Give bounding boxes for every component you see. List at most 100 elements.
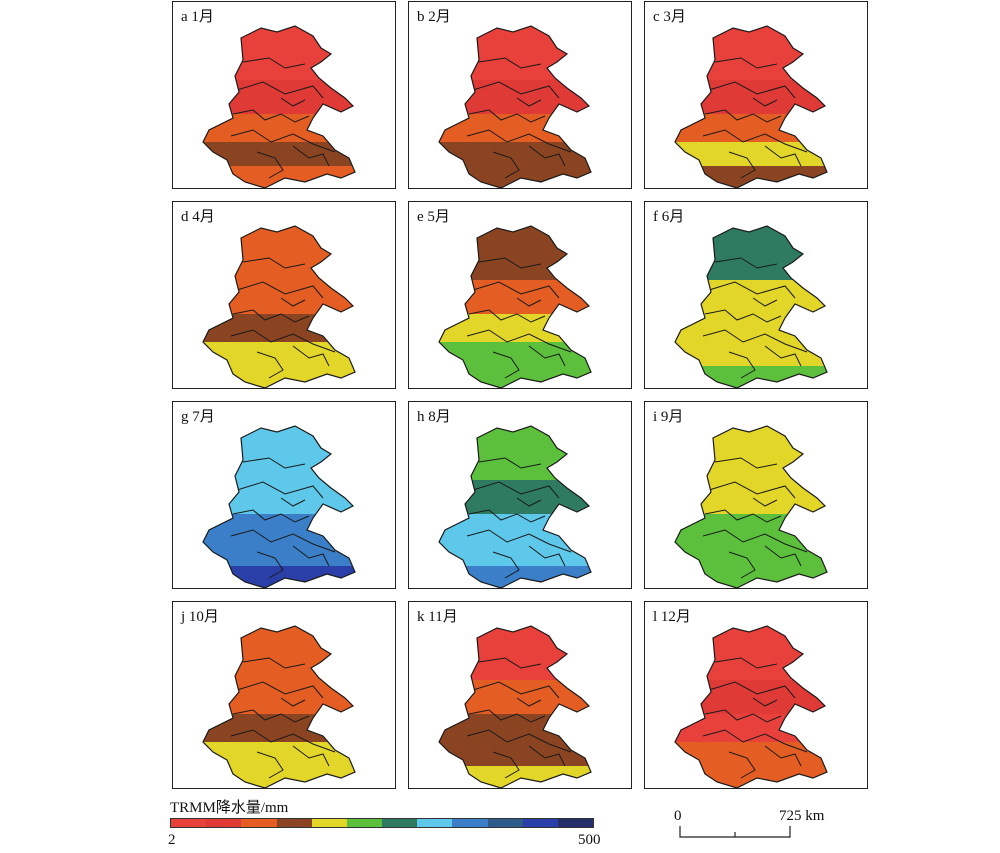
- region-outline: [438, 625, 592, 789]
- region-outline: [438, 25, 592, 189]
- province-border: [704, 309, 782, 323]
- region-outline: [674, 425, 828, 589]
- province-border: [256, 551, 284, 579]
- province-border: [466, 329, 572, 353]
- province-border: [280, 97, 306, 107]
- map-panel-f: f 6月: [644, 201, 868, 389]
- precip-map: [202, 625, 356, 789]
- province-border: [492, 151, 520, 179]
- precip-zone: [675, 542, 827, 566]
- province-border: [708, 681, 796, 699]
- precip-map: [438, 625, 592, 789]
- precip-zone: [203, 742, 355, 766]
- province-border: [752, 497, 778, 507]
- province-border: [242, 57, 306, 69]
- province-border: [230, 129, 336, 153]
- precip-zone: [203, 342, 355, 366]
- map-panel-k: k 11月: [408, 601, 632, 789]
- map-panel-b: b 2月: [408, 1, 632, 189]
- province-border: [468, 709, 546, 723]
- province-border: [292, 745, 330, 767]
- province-border: [468, 109, 546, 123]
- region-outline: [202, 625, 356, 789]
- panel-label: f 6月: [653, 209, 685, 225]
- province-border: [280, 697, 306, 707]
- precip-zone: [203, 226, 355, 280]
- province-border: [516, 97, 542, 107]
- map-panel-j: j 10月: [172, 601, 396, 789]
- province-border: [728, 751, 756, 779]
- province-border: [702, 729, 808, 753]
- color-legend-bar: [170, 818, 594, 828]
- precip-map: [202, 25, 356, 189]
- province-border: [516, 297, 542, 307]
- province-border: [236, 681, 324, 699]
- province-border: [528, 545, 566, 567]
- province-border: [704, 509, 782, 523]
- province-border: [232, 509, 310, 523]
- province-border: [492, 551, 520, 579]
- province-border: [242, 257, 306, 269]
- province-border: [728, 151, 756, 179]
- precip-zone: [203, 26, 355, 80]
- province-border: [232, 309, 310, 323]
- province-border: [280, 497, 306, 507]
- precip-zone: [203, 542, 355, 566]
- province-border: [764, 745, 802, 767]
- precip-zone: [439, 342, 591, 366]
- province-border: [728, 351, 756, 379]
- panel-label: c 3月: [653, 9, 686, 25]
- precip-map: [202, 225, 356, 389]
- precip-zone: [675, 426, 827, 480]
- legend-swatch: [522, 819, 558, 827]
- panel-label: h 8月: [417, 409, 451, 425]
- region-outline: [674, 625, 828, 789]
- province-border: [256, 151, 284, 179]
- province-border: [492, 351, 520, 379]
- province-border: [764, 145, 802, 167]
- panel-label: a 1月: [181, 9, 214, 25]
- province-border: [714, 57, 778, 69]
- province-border: [516, 497, 542, 507]
- province-border: [466, 529, 572, 553]
- map-panel-h: h 8月: [408, 401, 632, 589]
- panel-label: d 4月: [181, 209, 215, 225]
- province-border: [468, 309, 546, 323]
- province-border: [714, 457, 778, 469]
- precip-map: [438, 425, 592, 589]
- panel-label: k 11月: [417, 609, 458, 625]
- precip-map: [674, 25, 828, 189]
- province-border: [230, 529, 336, 553]
- region-outline: [674, 225, 828, 389]
- legend-swatch: [452, 819, 488, 827]
- legend-swatch: [311, 819, 347, 827]
- panel-label: g 7月: [181, 409, 215, 425]
- province-border: [528, 345, 566, 367]
- province-border: [256, 351, 284, 379]
- province-border: [714, 657, 778, 669]
- legend-max-label: 500: [578, 832, 601, 848]
- province-border: [242, 657, 306, 669]
- precip-zone: [203, 626, 355, 680]
- map-panel-d: d 4月: [172, 201, 396, 389]
- precip-zone: [675, 142, 827, 166]
- province-border: [292, 145, 330, 167]
- legend-swatch: [241, 819, 277, 827]
- region-outline: [438, 225, 592, 389]
- precip-map: [674, 425, 828, 589]
- province-border: [708, 281, 796, 299]
- precip-zone: [675, 626, 827, 680]
- legend-min-label: 2: [168, 832, 176, 848]
- legend-swatch: [346, 819, 383, 827]
- map-panel-a: a 1月: [172, 1, 396, 189]
- map-panel-l: l 12月: [644, 601, 868, 789]
- province-border: [752, 697, 778, 707]
- map-panel-e: e 5月: [408, 201, 632, 389]
- province-border: [242, 457, 306, 469]
- panel-label: l 12月: [653, 609, 691, 625]
- province-border: [472, 81, 560, 99]
- province-border: [472, 681, 560, 699]
- province-border: [728, 551, 756, 579]
- province-border: [752, 297, 778, 307]
- province-border: [478, 257, 542, 269]
